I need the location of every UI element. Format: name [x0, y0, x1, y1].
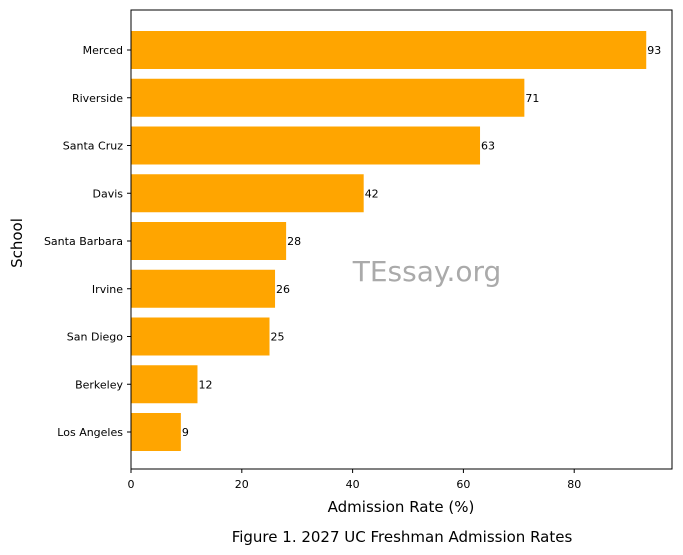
y-tick-label: Berkeley — [75, 378, 123, 391]
bars-group — [131, 31, 647, 451]
figure-caption: Figure 1. 2027 UC Freshman Admission Rat… — [232, 528, 573, 546]
x-tick-label: 0 — [128, 478, 135, 491]
x-axis-label: Admission Rate (%) — [328, 498, 475, 516]
bar-santa-barbara — [131, 222, 287, 260]
bar-san-diego — [131, 317, 270, 356]
bar-irvine — [131, 269, 276, 308]
x-axis-ticks: 0 20 40 60 80 — [128, 469, 581, 491]
data-label: 42 — [365, 187, 379, 200]
data-labels-group: 93 71 63 42 28 26 25 12 9 — [182, 44, 661, 439]
bar-davis — [131, 174, 364, 213]
data-label: 71 — [525, 92, 539, 105]
bar-merced — [131, 31, 647, 69]
data-label: 9 — [182, 426, 189, 439]
watermark: TEssay.org — [352, 255, 502, 288]
y-tick-label: Irvine — [92, 283, 123, 296]
y-axis-ticks: Merced Riverside Santa Cruz Davis Santa Barb… — [44, 44, 131, 439]
x-tick-label: 60 — [456, 478, 470, 491]
data-label: 63 — [481, 140, 495, 153]
bar-los-angeles — [131, 413, 181, 451]
x-tick-label: 40 — [346, 478, 360, 491]
x-tick-label: 20 — [235, 478, 249, 491]
y-tick-label: Santa Cruz — [63, 140, 123, 153]
y-tick-label: Santa Barbara — [44, 235, 123, 248]
plot-frame — [130, 9, 673, 470]
data-label: 25 — [271, 331, 285, 344]
bar-riverside — [131, 78, 525, 117]
bar-berkeley — [131, 365, 198, 404]
data-label: 28 — [287, 235, 301, 248]
data-label: 93 — [647, 44, 661, 57]
y-tick-label: Riverside — [72, 92, 123, 105]
y-tick-label: Davis — [92, 187, 123, 200]
data-label: 12 — [198, 378, 212, 391]
bar-santa-cruz — [131, 126, 481, 165]
y-tick-label: Merced — [83, 44, 123, 57]
y-tick-label: Los Angeles — [57, 426, 123, 439]
x-tick-label: 80 — [567, 478, 581, 491]
data-label: 26 — [276, 283, 290, 296]
y-tick-label: San Diego — [67, 331, 123, 344]
y-axis-label: School — [8, 218, 26, 268]
